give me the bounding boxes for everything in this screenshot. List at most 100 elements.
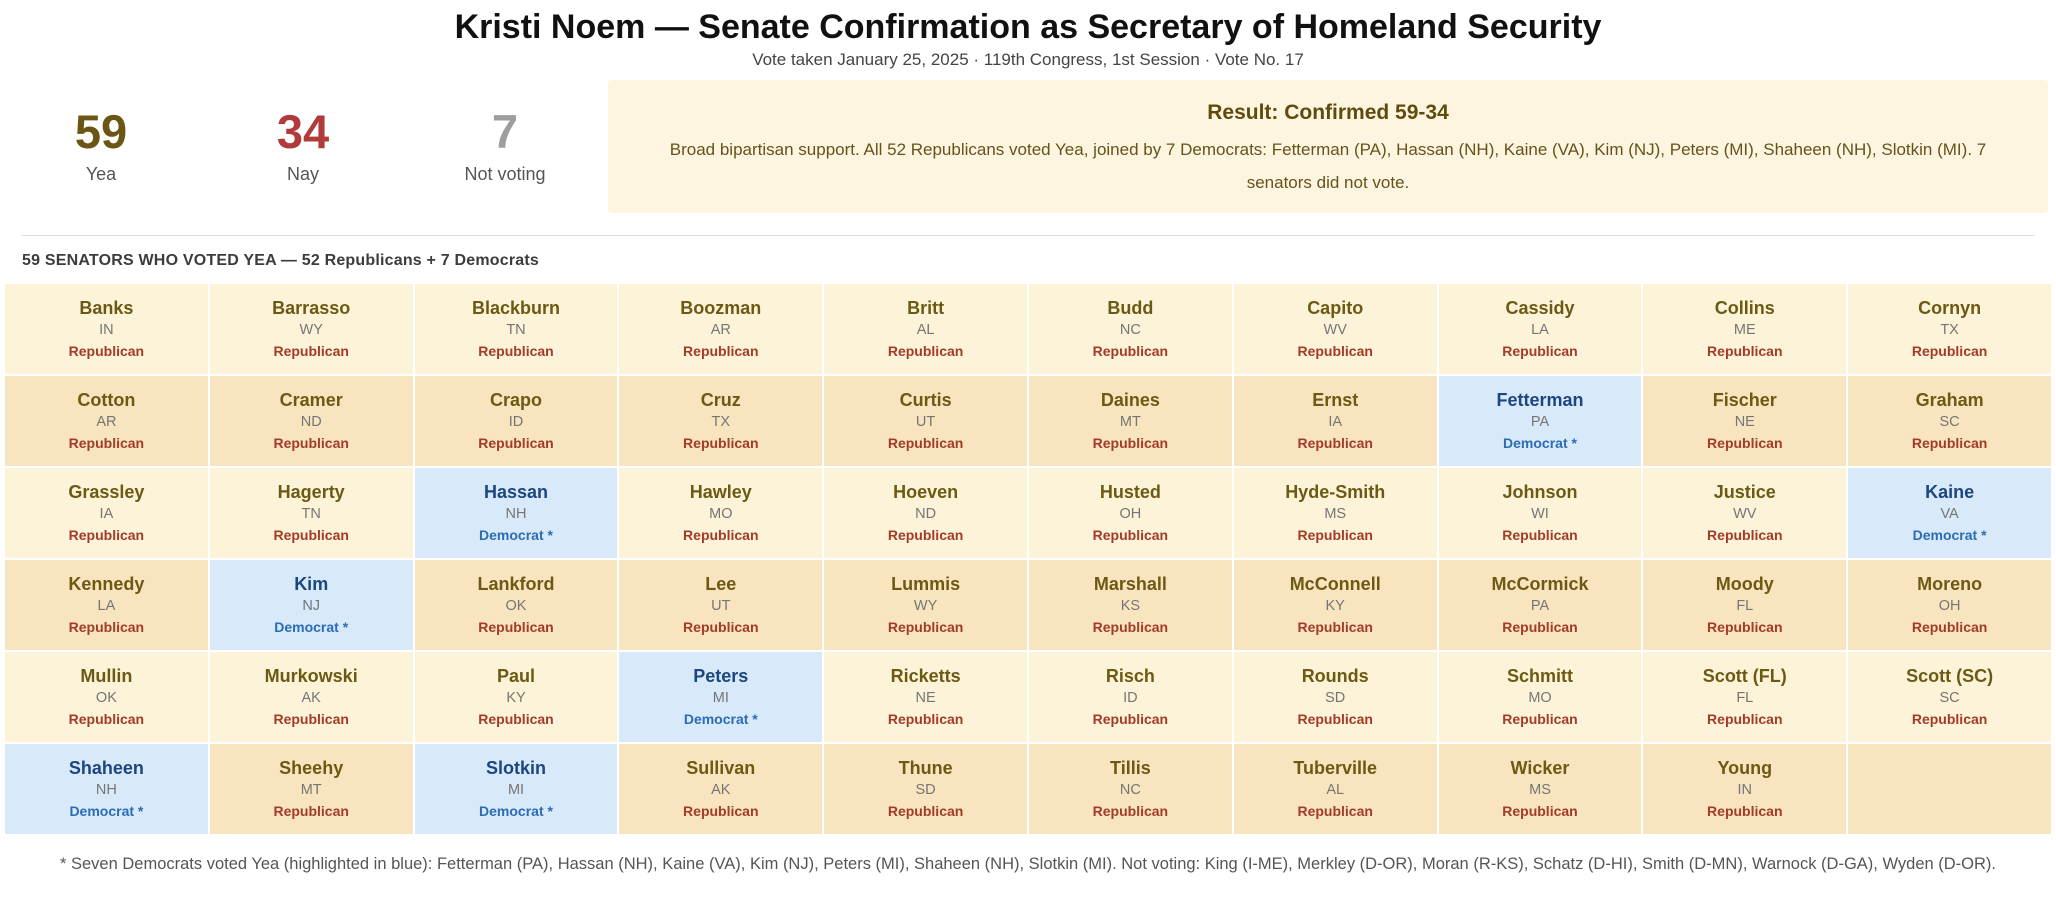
senator-party: Democrat * <box>479 803 553 820</box>
stat-not-voting: 7 Not voting <box>404 80 606 213</box>
senator-cell: Peters MI Democrat * <box>619 652 823 743</box>
senator-party: Republican <box>1297 619 1373 636</box>
senator-party: Republican <box>1092 343 1169 360</box>
senator-cell: Blackburn TN Republican <box>414 284 618 375</box>
senator-name: Britt <box>907 298 945 319</box>
senator-state: VA <box>1940 506 1959 523</box>
senator-cell: Collins ME Republican <box>1643 284 1847 375</box>
senator-party: Republican <box>1297 343 1373 360</box>
senator-cell: Johnson WI Republican <box>1438 468 1642 559</box>
senator-cell: Sullivan AK Republican <box>619 744 823 835</box>
senator-name: Lankford <box>477 574 555 595</box>
senator-state: NE <box>1734 414 1755 431</box>
senator-party: Republican <box>1297 711 1373 728</box>
senator-name: Hyde-Smith <box>1285 482 1386 503</box>
senator-state: ID <box>1123 690 1138 707</box>
senator-party: Republican <box>683 619 759 636</box>
senator-name: Kim <box>294 574 329 595</box>
senator-state: MI <box>507 782 525 799</box>
senator-cell: Ernst IA Republican <box>1233 376 1437 467</box>
senator-state: OH <box>1119 506 1142 523</box>
senator-name: Cotton <box>77 390 136 411</box>
senator-name: Tuberville <box>1293 758 1378 779</box>
senator-state: SC <box>1939 690 1960 707</box>
vote-summary-row: 59 Yea 34 Nay 7 Not voting Result: Confi… <box>0 80 2056 214</box>
senator-name: Cruz <box>700 390 741 411</box>
senator-name: Paul <box>496 666 535 687</box>
senator-state: SD <box>1325 690 1346 707</box>
page-title: Kristi Noem — Senate Confirmation as Sec… <box>454 8 1602 46</box>
senator-party: Republican <box>1502 711 1578 728</box>
senator-state: TX <box>1940 322 1959 339</box>
senator-name: Husted <box>1099 482 1161 503</box>
senator-cell: Kaine VA Democrat * <box>1848 468 2051 559</box>
senator-cell: Lummis WY Republican <box>824 560 1027 651</box>
senator-party: Republican <box>273 527 349 544</box>
senator-cell: Moody FL Republican <box>1643 560 1847 651</box>
senator-party: Republican <box>1502 803 1578 820</box>
senator-cell: Budd NC Republican <box>1029 284 1232 375</box>
senator-state: NH <box>95 782 117 799</box>
senator-party: Republican <box>683 435 759 452</box>
senator-cell: Moreno OH Republican <box>1848 560 2051 651</box>
senator-cell: Crapo ID Republican <box>414 376 618 467</box>
senator-state: ID <box>508 414 524 431</box>
senator-cell: Tillis NC Republican <box>1029 744 1232 835</box>
senator-cell: Kennedy LA Republican <box>5 560 208 651</box>
senator-party: Democrat * <box>1912 527 1987 544</box>
senator-state: UT <box>711 598 731 615</box>
senator-cell: Scott (SC) SC Republican <box>1848 652 2051 743</box>
senator-party: Republican <box>68 619 145 636</box>
senator-cell: Marshall KS Republican <box>1029 560 1232 651</box>
senator-party: Republican <box>478 343 554 360</box>
senator-party: Republican <box>1707 619 1783 636</box>
senator-party: Republican <box>1911 711 1988 728</box>
footnote: * Seven Democrats voted Yea (highlighted… <box>59 855 1996 874</box>
senator-state: AK <box>301 690 321 707</box>
senator-name: Fischer <box>1712 390 1777 411</box>
senator-state: MT <box>1119 414 1141 431</box>
senator-state: NJ <box>302 598 321 615</box>
senator-cell: Cornyn TX Republican <box>1848 284 2051 375</box>
senator-cell: Hassan NH Democrat * <box>414 468 618 559</box>
nay-count: 34 <box>276 105 330 159</box>
senator-name: Banks <box>79 298 134 319</box>
not-voting-count: 7 <box>491 105 519 159</box>
senator-state: WY <box>299 322 323 339</box>
senator-state: TN <box>506 322 526 339</box>
senator-state: AL <box>916 322 935 339</box>
senator-cell: Mullin OK Republican <box>5 652 208 743</box>
senator-party: Democrat * <box>274 619 349 636</box>
senator-party: Republican <box>1092 711 1169 728</box>
senator-party: Democrat * <box>1503 435 1577 452</box>
senator-cell: Britt AL Republican <box>824 284 1027 375</box>
senator-party: Republican <box>68 343 145 360</box>
senator-state: AL <box>1326 782 1345 799</box>
senator-cell: Tuberville AL Republican <box>1233 744 1437 835</box>
senator-party: Republican <box>273 711 349 728</box>
senator-state: SD <box>915 782 936 799</box>
senator-party: Republican <box>887 711 964 728</box>
senator-name: Kennedy <box>68 574 145 595</box>
page-header: Kristi Noem — Senate Confirmation as Sec… <box>0 0 2056 70</box>
not-voting-label: Not voting <box>464 163 546 184</box>
senator-cell: Paul KY Republican <box>414 652 618 743</box>
senator-state: IN <box>99 322 114 339</box>
senator-party: Republican <box>478 435 554 452</box>
senator-name: Kaine <box>1925 482 1975 503</box>
senator-state: ND <box>300 414 322 431</box>
senator-party: Republican <box>887 343 964 360</box>
senator-cell: Shaheen NH Democrat * <box>5 744 208 835</box>
senator-name: Tillis <box>1110 758 1151 779</box>
senator-cell: Murkowski AK Republican <box>209 652 413 743</box>
senator-party: Republican <box>273 435 349 452</box>
senator-cell: Boozman AR Republican <box>619 284 823 375</box>
senator-name: Scott (SC) <box>1906 666 1994 687</box>
senator-state: AK <box>711 782 731 799</box>
senator-name: Lummis <box>891 574 961 595</box>
senator-state: IN <box>1737 782 1753 799</box>
senator-name: Crapo <box>489 390 542 411</box>
senator-party: Republican <box>273 343 349 360</box>
senator-party: Republican <box>1911 619 1988 636</box>
senator-party: Republican <box>1911 435 1988 452</box>
